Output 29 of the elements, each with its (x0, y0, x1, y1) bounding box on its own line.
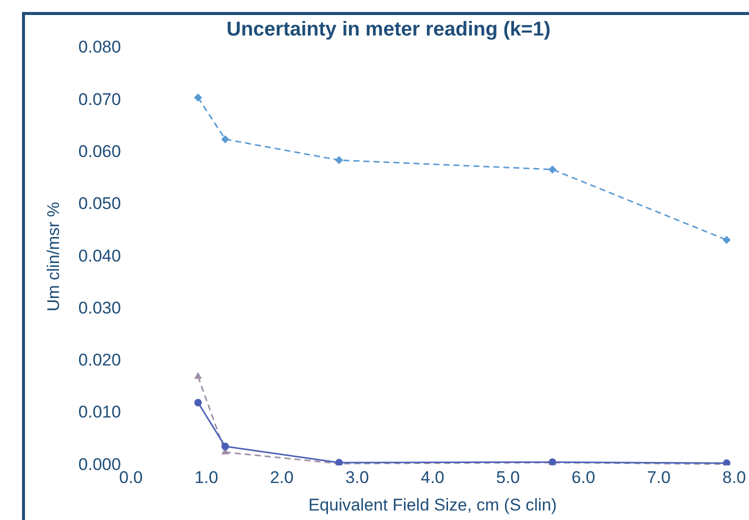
x-tick-label: 6.0 (572, 468, 596, 488)
y-tick-label: 0.050 (78, 194, 121, 214)
y-tick-label: 0.030 (78, 298, 121, 318)
point (221, 442, 229, 450)
y-tick-label: 0.000 (78, 454, 121, 474)
point (194, 372, 202, 379)
chart-title: Uncertainty in meter reading (k=1) (226, 18, 550, 41)
point (722, 236, 730, 244)
x-tick-label: 3.0 (345, 468, 369, 488)
x-axis-title: Equivalent Field Size, cm (S clin) (308, 495, 557, 514)
point (221, 136, 229, 144)
x-tick-label: 0.0 (119, 468, 143, 488)
point (335, 156, 343, 164)
x-tick-label: 7.0 (646, 468, 671, 488)
point (548, 166, 556, 174)
y-tick-label: 0.070 (78, 90, 121, 109)
point (194, 94, 202, 102)
y-tick-label: 0.060 (78, 142, 121, 161)
y-tick-label: 0.080 (78, 38, 121, 57)
y-tick-label: 0.010 (78, 402, 121, 422)
point (194, 398, 202, 406)
x-tick-label: 5.0 (496, 468, 520, 488)
y-tick-label: 0.040 (78, 246, 121, 266)
x-tick-label: 4.0 (420, 468, 444, 488)
x-tick-label: 8.0 (722, 468, 746, 488)
y-tick-label: 0.020 (78, 350, 121, 370)
x-tick-label: 2.0 (270, 468, 294, 488)
x-tick-label: 1.0 (194, 468, 218, 488)
y-axis-title: Um clin/msr % (44, 202, 63, 312)
